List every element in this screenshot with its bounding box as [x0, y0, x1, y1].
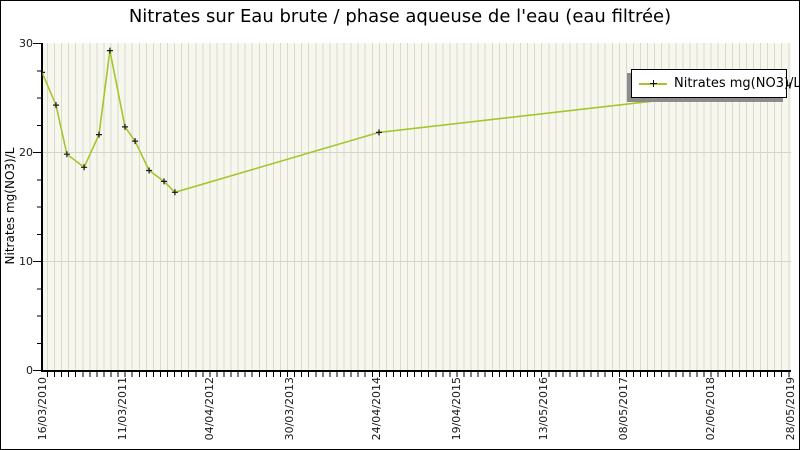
x-tick-label: 30/03/2013 — [283, 377, 297, 441]
y-tick-label-20: 20 — [19, 146, 33, 159]
y-tick-label-10: 10 — [19, 255, 33, 268]
y-tick-30 — [33, 43, 42, 44]
x-tick-label: 16/03/2010 — [36, 377, 49, 441]
legend-box: Nitrates mg(NO3)/L — [631, 69, 799, 98]
y-axis-title: Nitrates mg(NO3)/L — [3, 147, 17, 265]
legend-line-sample-icon — [639, 79, 667, 89]
x-tick-label: 24/04/2014 — [369, 377, 383, 441]
legend-plus-marker-icon — [653, 80, 654, 87]
gridline-y-20 — [43, 152, 791, 153]
x-tick-label: 28/05/2019 — [784, 377, 797, 441]
y-tick-label-0: 0 — [26, 364, 33, 377]
data-series-svg — [42, 47, 791, 196]
x-tick-label: 19/04/2015 — [450, 377, 464, 441]
x-tick-label: 08/05/2017 — [617, 377, 631, 441]
x-tick-label: 13/05/2016 — [536, 377, 550, 441]
y-tick-10 — [33, 261, 42, 262]
y-tick-label-30: 30 — [19, 37, 33, 50]
x-tick-label: 11/03/2011 — [116, 377, 130, 441]
chart-title: Nitrates sur Eau brute / phase aqueuse d… — [128, 6, 672, 27]
y-tick-20 — [33, 152, 42, 153]
x-tick-label: 04/04/2012 — [202, 377, 216, 441]
y-axis-line — [41, 43, 43, 372]
y-tick-0 — [33, 370, 42, 371]
y-axis-minor-ticks — [37, 43, 42, 371]
data-point-markers — [42, 47, 791, 196]
x-axis-line — [41, 370, 791, 372]
x-tick-label: 02/06/2018 — [703, 377, 717, 441]
legend-label: Nitrates mg(NO3)/L — [674, 76, 800, 91]
x-axis-minor-ticks — [43, 372, 791, 377]
gridline-y-10 — [43, 261, 791, 262]
